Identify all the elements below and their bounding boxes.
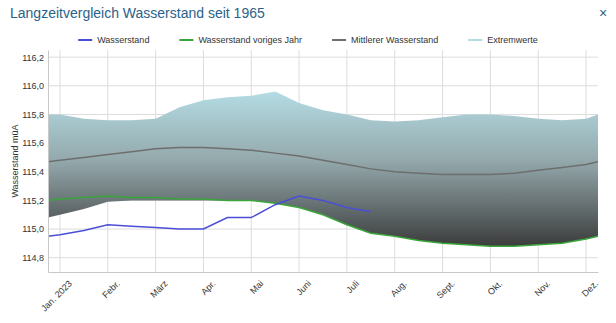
tick-label: 115,8 xyxy=(22,110,44,120)
legend-item: Wasserstand xyxy=(78,35,149,45)
tick-label: 115,6 xyxy=(22,138,44,148)
tick-label: Febr. xyxy=(100,278,122,300)
tick: Aug. xyxy=(389,272,409,299)
legend-item: Extremwerte xyxy=(468,35,538,45)
legend-label: Wasserstand voriges Jahr xyxy=(198,35,302,45)
tick-label: 116,0 xyxy=(22,81,44,91)
y-axis-title: Wasserstand müA xyxy=(10,124,20,197)
tick: 115,2 xyxy=(22,196,48,206)
legend-swatch xyxy=(179,39,193,41)
title: Langzeitvergleich Wasserstand seit 1965 xyxy=(10,5,265,21)
tick-label: Okt. xyxy=(486,278,505,297)
legend-swatch xyxy=(78,39,92,41)
legend-swatch xyxy=(332,39,346,41)
tick-label: Sept. xyxy=(435,278,457,300)
tick-label: 115,2 xyxy=(22,196,44,206)
plot-area xyxy=(48,92,598,247)
y-axis: 114,8 115,0 115,2 115,4 115,6 115,8 116,0 116,2 xyxy=(22,51,48,273)
tick-label: Dez. xyxy=(580,278,600,298)
tick: 115,8 xyxy=(22,110,48,120)
tick: Febr. xyxy=(100,272,122,300)
tick-label: 115,0 xyxy=(22,224,44,234)
tick-label: Juli xyxy=(344,278,361,295)
tick-label: 116,2 xyxy=(22,53,44,63)
tick-label: Aug. xyxy=(389,278,409,298)
tick: 115,6 xyxy=(22,138,48,148)
tick: Dez. xyxy=(580,272,600,299)
legend: Wasserstand Wasserstand voriges Jahr Mittl… xyxy=(78,35,538,45)
tick-label: 114,8 xyxy=(22,253,44,263)
tick: 115,0 xyxy=(22,224,48,234)
grid-line-y xyxy=(48,257,598,258)
tick-label: Nov. xyxy=(533,278,553,298)
area-band xyxy=(48,92,598,247)
chart: Langzeitvergleich Wasserstand seit 1965 ×… xyxy=(0,0,616,323)
legend-label: Mittlerer Wasserstand xyxy=(351,35,438,45)
tick: Juni xyxy=(294,272,313,297)
tick: Okt. xyxy=(486,272,505,297)
tick: 116,0 xyxy=(22,81,48,91)
tick-label: Apr. xyxy=(199,278,217,296)
tick: Jan. 2023 xyxy=(39,272,74,314)
grid xyxy=(48,50,598,272)
tick-label: 115,4 xyxy=(22,167,44,177)
legend-item: Wasserstand voriges Jahr xyxy=(179,35,302,45)
tick: Juli xyxy=(344,272,361,295)
tick: März xyxy=(148,272,170,300)
legend-item: Mittlerer Wasserstand xyxy=(332,35,438,45)
tick-label: Jan. 2023 xyxy=(39,278,74,313)
axis-line xyxy=(49,272,599,273)
line xyxy=(48,147,598,174)
line xyxy=(48,196,598,246)
legend-label: Wasserstand xyxy=(97,35,149,45)
tick-label: Mai xyxy=(248,278,265,295)
legend-label: Extremwerte xyxy=(487,35,538,45)
axis-line xyxy=(48,51,49,273)
tick: Nov. xyxy=(533,272,553,298)
line xyxy=(48,196,371,236)
grid-line-y xyxy=(48,57,598,58)
tick-label: Juni xyxy=(294,278,313,297)
tick: Mai xyxy=(248,272,265,296)
tick: 116,2 xyxy=(22,53,48,63)
tick-label: März xyxy=(148,278,170,300)
tick: 115,4 xyxy=(22,167,48,177)
x-axis: Jan. 2023 Febr. März Apr. Mai Juni Juli Aug. Sep… xyxy=(39,272,600,314)
grid-line-y xyxy=(48,85,598,86)
legend-swatch xyxy=(468,39,482,41)
tick: 114,8 xyxy=(22,253,48,263)
tick: Apr. xyxy=(199,272,217,297)
tick: Sept. xyxy=(435,272,457,300)
close-button[interactable]: × xyxy=(599,5,607,21)
